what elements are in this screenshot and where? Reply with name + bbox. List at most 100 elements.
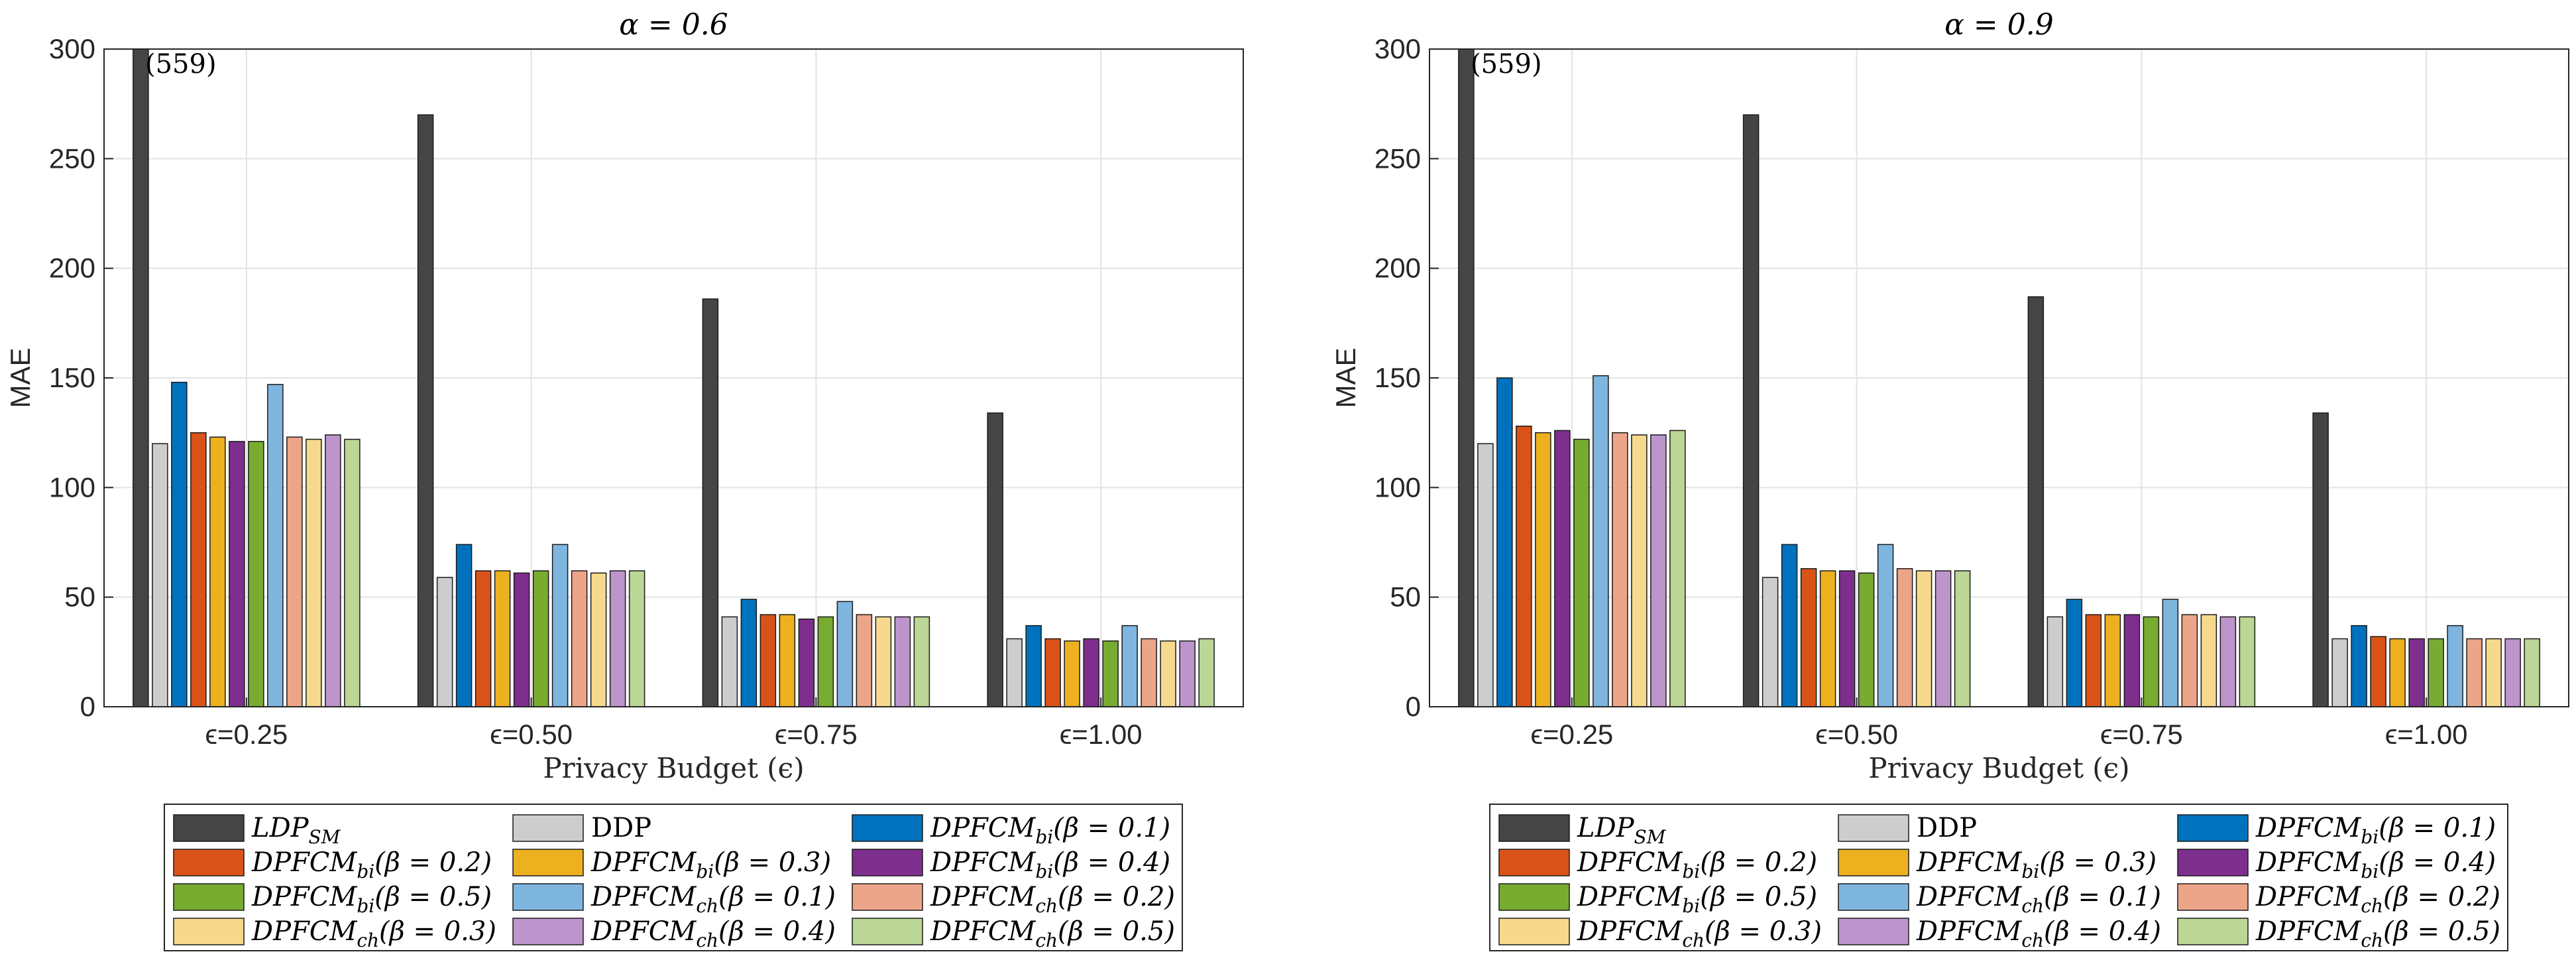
bar-ddp-1 <box>1762 577 1779 707</box>
legend-swatch-8 <box>852 883 923 911</box>
bar-ddp-0 <box>1477 443 1494 707</box>
legend-swatch-0 <box>173 814 245 842</box>
x-tick-label: ϵ=0.25 <box>205 719 288 750</box>
legend-label-base: DPFCM <box>1577 916 1683 947</box>
legend-label-parameter: (β = 0.1) <box>2044 882 2161 912</box>
bar-dpfcm-bi-0-1-2 <box>740 599 757 707</box>
bar-dpfcm-ch-0-5-2 <box>2239 616 2256 707</box>
legend-label-base: DPFCM <box>1577 882 1683 912</box>
bar-dpfcm-ch-0-4-0 <box>325 434 341 707</box>
legend-label-10: DPFCMch(β = 0.4) <box>1916 916 2161 951</box>
legend-label-parameter: (β = 0.3) <box>2039 847 2156 878</box>
bar-dpfcm-ch-0-4-3 <box>2504 638 2521 707</box>
bar-dpfcm-bi-0-4-3 <box>2408 638 2425 707</box>
bar-dpfcm-ch-0-2-3 <box>2466 638 2483 707</box>
bar-dpfcm-bi-0-5-0 <box>1573 438 1590 707</box>
y-tick-label: 200 <box>1374 253 1421 284</box>
x-tick-label: ϵ=0.75 <box>775 719 858 750</box>
bar-dpfcm-ch-0-2-2 <box>856 614 873 707</box>
bar-dpfcm-ch-0-4-0 <box>1650 434 1667 707</box>
bar-dpfcm-bi-0-1-1 <box>1781 544 1798 707</box>
bar-ddp-0 <box>152 443 168 707</box>
legend-label-parameter: (β = 0.1) <box>1053 813 1170 843</box>
bar-ldp-sm-1 <box>417 114 434 707</box>
legend-alpha-0.6: LDPSM DDP DPFCMbi(β = 0.1)DPFCMbi(β = 0.2)… <box>164 804 1183 951</box>
legend-label-6: DPFCMbi(β = 0.5) <box>1577 882 1817 917</box>
bar-dpfcm-bi-0-1-1 <box>455 544 473 707</box>
legend-label-0: LDPSM <box>1577 813 1667 848</box>
bar-dpfcm-bi-0-5-1 <box>1858 572 1875 707</box>
bar-dpfcm-bi-0-2-3 <box>2370 636 2386 707</box>
bar-dpfcm-bi-0-2-1 <box>475 570 492 707</box>
legend-label-base: DPFCM <box>930 916 1036 947</box>
bar-dpfcm-ch-0-5-3 <box>1198 638 1215 707</box>
x-tick-label: ϵ=0.50 <box>490 719 573 750</box>
bar-dpfcm-bi-0-5-2 <box>817 616 834 707</box>
legend-label-subscript: ch <box>2361 930 2383 951</box>
bar-dpfcm-ch-0-5-0 <box>344 438 361 707</box>
legend-label-subscript: bi <box>1682 861 1700 882</box>
legend-label-parameter: (β = 0.4) <box>1053 847 1170 878</box>
bar-dpfcm-ch-0-4-2 <box>2219 616 2237 707</box>
chart-title: α = 0.9 <box>1944 8 2054 42</box>
y-tick-label: 300 <box>49 33 95 64</box>
bar-ddp-2 <box>721 616 738 707</box>
bar-dpfcm-bi-0-4-1 <box>1838 570 1856 707</box>
legend-label-base: DPFCM <box>930 813 1036 843</box>
legend-label-parameter: (β = 0.5) <box>2383 916 2500 947</box>
legend-label-base: DPFCM <box>930 882 1036 912</box>
legend-swatch-9 <box>173 918 245 945</box>
y-tick-label: 0 <box>1406 691 1421 722</box>
bar-dpfcm-ch-0-5-0 <box>1669 430 1686 707</box>
y-tick-label: 100 <box>1374 471 1421 503</box>
bar-dpfcm-ch-0-1-0 <box>267 384 284 707</box>
legend-label-base: DPFCM <box>1577 847 1683 878</box>
legend-swatch-1 <box>1838 814 1909 842</box>
legend-label-parameter: (β = 0.3) <box>1705 916 1822 947</box>
y-tick-label: 300 <box>1374 33 1421 64</box>
y-tick-label: 50 <box>64 581 95 613</box>
legend-label-subscript: ch <box>1682 930 1705 951</box>
x-tick-label: ϵ=0.75 <box>2100 719 2183 750</box>
bar-dpfcm-ch-0-1-3 <box>2447 625 2463 707</box>
bar-dpfcm-bi-0-3-2 <box>2104 614 2121 707</box>
legend-label-subscript: bi <box>1682 895 1700 917</box>
legend-swatch-4 <box>1838 849 1909 876</box>
bar-dpfcm-ch-0-2-0 <box>286 436 303 707</box>
x-tick-label: ϵ=1.00 <box>2385 719 2468 750</box>
legend-label-2: DPFCMbi(β = 0.1) <box>2255 813 2496 848</box>
bar-ldp-sm-3 <box>2312 412 2329 707</box>
bar-dpfcm-ch-0-4-3 <box>1179 640 1196 707</box>
legend-label-base: DDP <box>1917 813 1977 843</box>
bar-dpfcm-ch-0-2-0 <box>1612 432 1628 707</box>
legend-swatch-10 <box>1838 918 1909 945</box>
bar-ldp-sm-0 <box>1458 48 1475 707</box>
legend-swatch-8 <box>2177 883 2249 911</box>
x-axis-label: Privacy Budget (ϵ) <box>1868 752 2129 784</box>
legend-label-subscript: bi <box>696 861 714 882</box>
legend-label-base: DPFCM <box>2255 847 2361 878</box>
bar-dpfcm-bi-0-3-0 <box>209 436 226 707</box>
bar-dpfcm-ch-0-3-0 <box>1631 434 1648 707</box>
bar-dpfcm-ch-0-3-3 <box>2485 638 2502 707</box>
bar-dpfcm-ch-0-4-1 <box>1934 570 1952 707</box>
legend-swatch-5 <box>2177 849 2249 876</box>
x-tick-label: ϵ=0.50 <box>1815 719 1898 750</box>
bar-dpfcm-ch-0-5-1 <box>1954 570 1971 707</box>
bar-dpfcm-bi-0-4-1 <box>513 572 530 707</box>
legend-label-subscript: bi <box>1035 826 1053 848</box>
y-tick-label: 250 <box>49 143 95 174</box>
legend-label-subscript: SM <box>309 826 341 848</box>
bar-dpfcm-bi-0-3-1 <box>1819 570 1836 707</box>
legend-label-subscript: ch <box>2021 930 2044 951</box>
legend-box <box>164 804 1183 951</box>
bar-dpfcm-bi-0-1-3 <box>2351 625 2367 707</box>
legend-label-base: DDP <box>591 813 651 843</box>
legend-label-parameter: (β = 0.5) <box>374 882 492 912</box>
legend-label-parameter: (β = 0.4) <box>718 916 836 947</box>
bar-dpfcm-ch-0-3-0 <box>306 438 322 707</box>
bar-dpfcm-bi-0-5-3 <box>1102 640 1119 707</box>
y-tick-label: 250 <box>1374 143 1421 174</box>
bar-dpfcm-ch-0-5-1 <box>628 570 645 707</box>
legend-label-parameter: (β = 0.2) <box>2383 882 2500 912</box>
